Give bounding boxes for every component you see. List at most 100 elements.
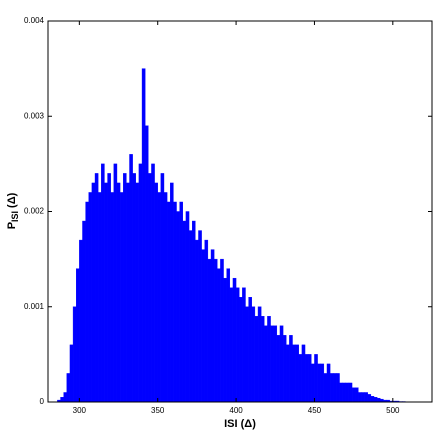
bar (232, 277, 237, 403)
x-tick-label: 350 (151, 406, 165, 415)
bar (254, 316, 259, 403)
bar (63, 392, 68, 403)
bar (323, 373, 328, 403)
bar (116, 182, 121, 403)
bar (160, 173, 165, 403)
bar (182, 220, 187, 403)
bar (320, 363, 325, 403)
bar (336, 373, 340, 403)
bar (355, 387, 359, 403)
y-tick-label: 0.002 (24, 207, 45, 216)
bars (57, 68, 409, 403)
bar (157, 192, 162, 403)
bar (82, 220, 86, 403)
bar (220, 258, 224, 403)
bar (279, 325, 284, 403)
bar (79, 239, 83, 403)
bar (270, 325, 274, 403)
bar (361, 392, 365, 403)
bar (166, 201, 171, 403)
bar (107, 173, 111, 403)
x-tick-label: 300 (73, 406, 87, 415)
bar (91, 182, 96, 403)
bar (373, 397, 378, 403)
bar (191, 220, 196, 403)
bar (148, 173, 152, 403)
bar (273, 325, 278, 403)
bar (113, 163, 118, 403)
bar (123, 173, 127, 403)
bar (307, 354, 312, 403)
bar (213, 258, 218, 403)
bar (195, 239, 199, 403)
bar (345, 382, 350, 403)
bar (104, 182, 108, 403)
bar (217, 268, 221, 403)
bar (329, 373, 334, 403)
bar (260, 316, 265, 403)
bar (282, 335, 287, 403)
bar (179, 201, 183, 403)
bar (301, 344, 306, 403)
bar (367, 394, 372, 403)
bar (141, 68, 146, 403)
bar (97, 192, 102, 403)
bar (304, 354, 309, 403)
x-axis-label: ISI (Δ) (224, 418, 256, 430)
bar (348, 382, 353, 403)
bar (292, 344, 296, 403)
y-tick-label: 0.004 (24, 16, 45, 25)
y-label-main: P (6, 222, 18, 229)
x-tick-label: 500 (386, 406, 400, 415)
bar (119, 192, 124, 403)
bar (132, 173, 136, 403)
bar (223, 277, 227, 403)
bar (267, 316, 271, 403)
bar (342, 382, 346, 403)
bar (257, 306, 262, 403)
bar (135, 182, 140, 403)
bar (235, 287, 240, 403)
bar (126, 182, 130, 403)
bar (364, 392, 368, 403)
bar (358, 392, 362, 403)
bar (94, 173, 99, 403)
y-axis-label: PISI (Δ) (6, 192, 20, 229)
bar (101, 163, 105, 403)
y-tick-label: 0 (40, 397, 45, 406)
bar (248, 297, 252, 403)
bar (60, 397, 64, 403)
bar (210, 249, 215, 403)
bar (295, 344, 299, 403)
y-label-sub: ISI (10, 211, 20, 222)
bar (198, 230, 202, 403)
bar (339, 382, 343, 403)
bar (298, 354, 303, 403)
bar (176, 211, 180, 403)
bar (239, 297, 243, 403)
bar (314, 354, 318, 403)
y-label-rest: (Δ) (6, 192, 18, 208)
bar (226, 268, 231, 403)
bar (333, 373, 337, 403)
bar (138, 163, 143, 403)
bar (85, 201, 89, 403)
bar (188, 230, 193, 403)
bar (317, 363, 321, 403)
bar (151, 163, 155, 403)
bar (286, 344, 290, 403)
bar (88, 192, 93, 403)
bar (276, 335, 281, 403)
bar (173, 201, 177, 403)
bar (229, 287, 234, 403)
bar (311, 363, 315, 403)
bar (370, 396, 375, 403)
bar (163, 192, 168, 403)
y-tick-label: 0.001 (24, 302, 45, 311)
bar (69, 344, 74, 403)
bar (264, 325, 268, 403)
bar (129, 154, 133, 403)
bar (351, 387, 356, 403)
